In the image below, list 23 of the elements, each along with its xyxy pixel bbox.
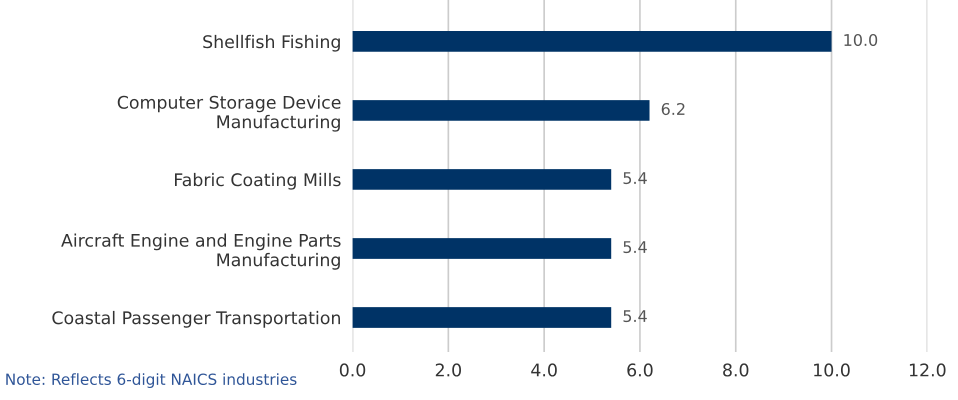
bar bbox=[352, 169, 612, 190]
text: Note: Reflects 6-digit NAICS industries bbox=[6, 373, 296, 388]
x-tick-label: 12.0 bbox=[910, 363, 946, 377]
y-tick-label: Shellfish Fishing bbox=[203, 34, 340, 52]
y-tick-label: Aircraft Engine and Engine Parts Manufacturing bbox=[61, 233, 341, 270]
bar bbox=[352, 100, 650, 121]
x-tick-label: 4.0 bbox=[531, 363, 557, 377]
x-tick-label: 0.0 bbox=[340, 363, 366, 377]
x-tick-label: 2.0 bbox=[436, 363, 461, 377]
x-tick-label: 6.0 bbox=[627, 363, 653, 377]
data-label: 10.0 bbox=[844, 34, 878, 46]
data-label: 6.2 bbox=[662, 102, 684, 116]
bar bbox=[352, 238, 612, 259]
y-tick-label: Computer Storage Device Manufacturing bbox=[118, 95, 340, 132]
x-tick-label: 8.0 bbox=[723, 363, 748, 377]
bar bbox=[352, 31, 832, 52]
data-label: 5.4 bbox=[624, 241, 647, 254]
y-tick-label: Fabric Coating Mills bbox=[175, 172, 341, 190]
data-label: 5.4 bbox=[624, 310, 647, 322]
y-tick-label: Coastal Passenger Transportation bbox=[52, 310, 340, 328]
bar bbox=[352, 307, 612, 328]
x-tick-label: 10.0 bbox=[814, 363, 850, 377]
data-label: 5.4 bbox=[624, 172, 647, 184]
